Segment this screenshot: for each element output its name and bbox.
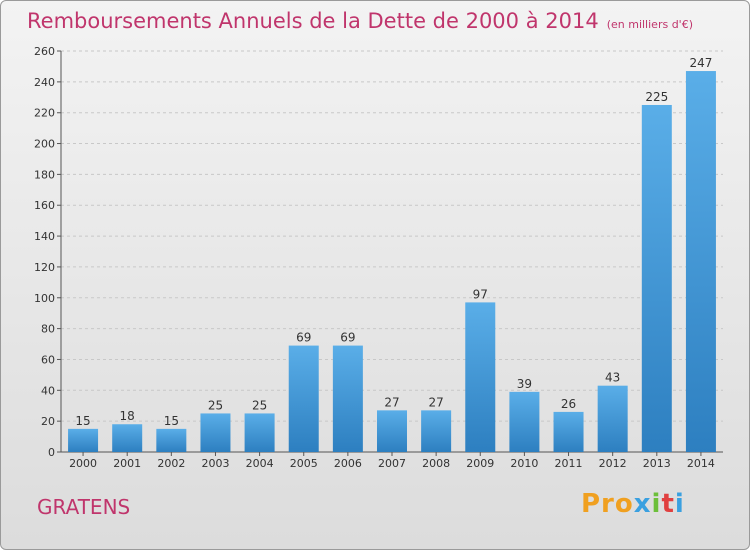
- bar-2001: [112, 424, 143, 452]
- logo-part-2: x: [633, 489, 652, 519]
- y-tick-label: 80: [41, 323, 55, 336]
- x-tick-label-2002: 2002: [157, 457, 185, 470]
- x-tick-label-2013: 2013: [643, 457, 671, 470]
- x-tick-label-2009: 2009: [466, 457, 494, 470]
- commune-name: GRATENS: [37, 495, 131, 519]
- x-tick-label-2004: 2004: [246, 457, 274, 470]
- proxiti-logo[interactable]: Proxiti: [581, 489, 685, 519]
- x-tick-label-2000: 2000: [69, 457, 97, 470]
- bar-2007: [377, 410, 407, 452]
- x-tick-label-2011: 2011: [555, 457, 583, 470]
- y-tick-label: 160: [34, 199, 55, 212]
- logo-part-5: i: [674, 489, 685, 519]
- data-label-2008: 27: [428, 395, 443, 409]
- data-label-2014: 247: [689, 56, 712, 70]
- bar-2003: [200, 413, 231, 452]
- y-tick-label: 260: [34, 45, 55, 58]
- y-tick-label: 240: [34, 76, 55, 89]
- x-tick-label-2005: 2005: [290, 457, 318, 470]
- chart-title: Remboursements Annuels de la Dette de 20…: [27, 9, 693, 33]
- bar-2010: [509, 391, 540, 452]
- bar-2014: [685, 71, 716, 453]
- y-tick-label: 180: [34, 168, 55, 181]
- y-tick-label: 100: [34, 292, 55, 305]
- bar-2002: [156, 428, 187, 452]
- x-tick-label-2012: 2012: [599, 457, 627, 470]
- data-label-2009: 97: [473, 287, 488, 301]
- title-unit: (en milliers d'€): [606, 18, 693, 31]
- bar-2011: [553, 411, 584, 452]
- logo-part-4: t: [661, 489, 675, 519]
- data-label-2010: 39: [517, 377, 532, 391]
- bar-2006: [332, 345, 363, 452]
- y-tick-label: 220: [34, 107, 55, 120]
- x-tick-label-2008: 2008: [422, 457, 450, 470]
- data-label-2000: 15: [75, 414, 90, 428]
- bar-2009: [465, 302, 496, 452]
- data-label-2005: 69: [296, 331, 311, 345]
- y-tick-label: 40: [41, 384, 55, 397]
- x-tick-label-2010: 2010: [510, 457, 538, 470]
- bar-2004: [244, 413, 275, 452]
- data-label-2004: 25: [252, 398, 267, 412]
- data-label-2003: 25: [208, 398, 223, 412]
- data-label-2011: 26: [561, 397, 576, 411]
- data-label-2012: 43: [605, 371, 620, 385]
- y-tick-label: 0: [48, 446, 55, 459]
- y-tick-label: 200: [34, 138, 55, 151]
- x-tick-label-2007: 2007: [378, 457, 406, 470]
- y-tick-label: 120: [34, 261, 55, 274]
- bar-2008: [421, 410, 452, 452]
- bar-2012: [597, 385, 628, 452]
- labels: 0 20 40 60 80 100 120 140 160 180 200 220 240 260 15 20…: [34, 45, 715, 470]
- y-tick-label: 60: [41, 353, 55, 366]
- data-label-2013: 225: [645, 90, 668, 104]
- data-label-2006: 69: [340, 331, 355, 345]
- bars: [68, 71, 716, 453]
- x-tick-label-2014: 2014: [687, 457, 715, 470]
- bar-2000: [68, 428, 99, 452]
- x-tick-label-2003: 2003: [201, 457, 229, 470]
- bar-2013: [641, 104, 672, 452]
- y-tick-label: 140: [34, 230, 55, 243]
- logo-part-3: i: [651, 489, 662, 519]
- bar-2005: [288, 345, 319, 452]
- data-label-2001: 18: [120, 409, 135, 423]
- title-text: Remboursements Annuels de la Dette de 20…: [27, 9, 599, 33]
- data-label-2007: 27: [384, 395, 399, 409]
- x-tick-label-2001: 2001: [113, 457, 141, 470]
- logo-part-1: Pro: [581, 489, 634, 519]
- data-label-2002: 15: [164, 414, 179, 428]
- y-tick-label: 20: [41, 415, 55, 428]
- x-tick-label-2006: 2006: [334, 457, 362, 470]
